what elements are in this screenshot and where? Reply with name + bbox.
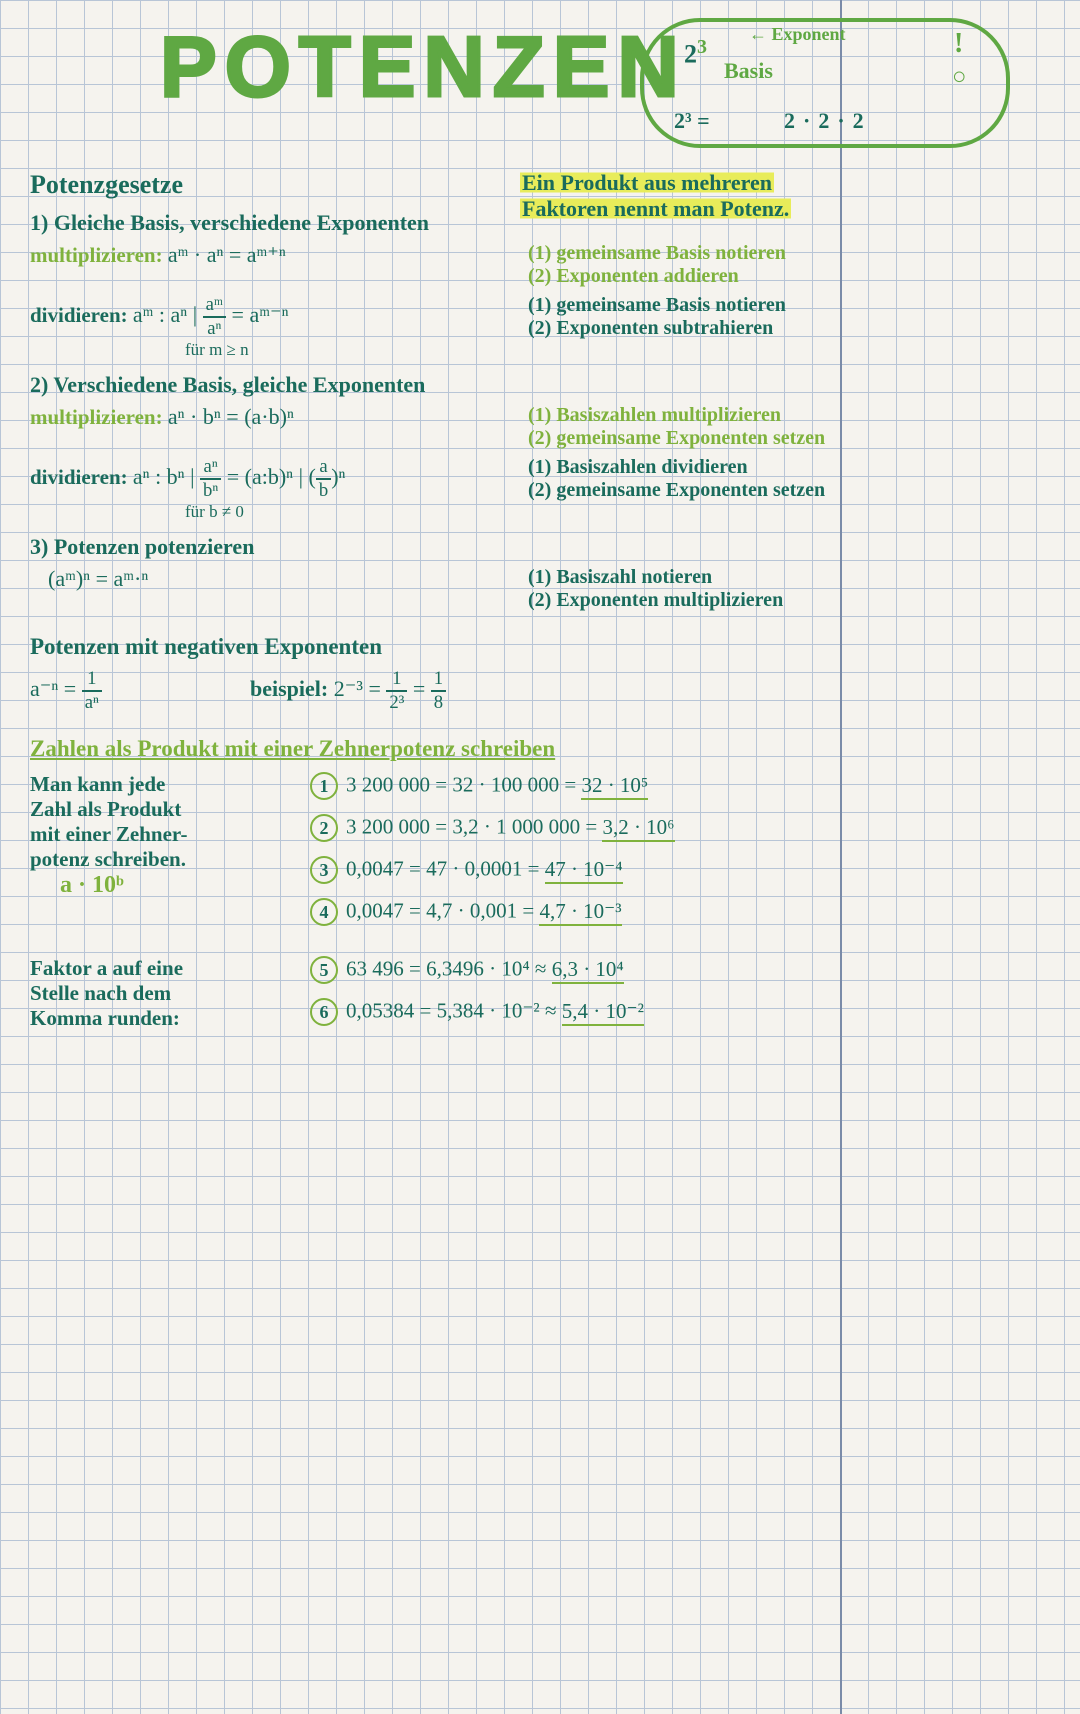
negative-header: Potenzen mit negativen Exponenten <box>30 634 1050 660</box>
circle-1-icon: 1 <box>310 772 338 800</box>
rule1-mult-label: multiplizieren: <box>30 243 163 267</box>
neg-example-label: beispiel: <box>250 676 328 701</box>
ex4-text: 0,0047 = 4,7 · 0,001 = 4,7 · 10⁻³ <box>346 899 622 926</box>
rule1-div-step1: (1) gemeinsame Basis notieren <box>528 294 1050 317</box>
rule2-div-cond: für b ≠ 0 <box>185 502 510 522</box>
rule2-mult-row: multiplizieren: aⁿ · bⁿ = (a·b)ⁿ (1) Bas… <box>30 404 1050 450</box>
ex1-text: 3 200 000 = 32 · 100 000 = 32 · 10⁵ <box>346 773 648 800</box>
expansion-left: 2³ = <box>674 108 710 134</box>
tens-ex2: Faktor a auf eine Stelle nach dem Komma … <box>30 956 1050 1031</box>
graph-paper: POTENZEN 23 ← Exponent Basis ! ○ 2³ = 2·… <box>0 0 1080 1714</box>
margin-line <box>840 0 842 1714</box>
circle-3-icon: 3 <box>310 856 338 884</box>
rule1-div-steps: (1) gemeinsame Basis notieren (2) Expone… <box>510 294 1050 340</box>
rule1-div-row: dividieren: aᵐ : aⁿ | aᵐaⁿ = aᵐ⁻ⁿ für m … <box>30 294 1050 360</box>
rule2-mult-steps: (1) Basiszahlen multiplizieren (2) gemei… <box>510 404 1050 450</box>
rule2-div-label: dividieren: <box>30 465 128 489</box>
basis-label: Basis <box>724 58 773 84</box>
tens-note1: Man kann jede Zahl als Produkt mit einer… <box>30 772 310 926</box>
rule1-div-label: dividieren: <box>30 303 128 327</box>
rule2-div-steps: (1) Basiszahlen dividieren (2) gemeinsam… <box>510 456 1050 502</box>
tens-ex1: Man kann jede Zahl als Produkt mit einer… <box>30 772 1050 926</box>
rule2-mult-formula: aⁿ · bⁿ = (a·b)ⁿ <box>168 404 294 429</box>
rule1-mult-step2: (2) Exponenten addieren <box>528 265 1050 288</box>
bang-icon: ! <box>954 28 963 60</box>
circle-icon: ○ <box>952 64 967 91</box>
definition-bubble: 23 ← Exponent Basis ! ○ 2³ = 2·2·2 <box>640 18 1010 148</box>
rule1-mult-formula: aᵐ · aⁿ = aᵐ⁺ⁿ <box>168 242 286 267</box>
rule3-formula: (aᵐ)ⁿ = aᵐ·ⁿ <box>48 566 148 591</box>
neg-formula-left: a⁻ⁿ = <box>30 676 76 701</box>
rule3-step1: (1) Basiszahl notieren <box>528 566 1050 589</box>
definition-line1: Ein Produkt aus mehreren <box>520 170 774 195</box>
rule2-div-step2: (2) gemeinsame Exponenten setzen <box>528 479 1050 502</box>
rule2-div-row: dividieren: aⁿ : bⁿ | aⁿbⁿ = (a:b)ⁿ | (a… <box>30 456 1050 522</box>
rule2-mult-label: multiplizieren: <box>30 405 163 429</box>
circle-2-icon: 2 <box>310 814 338 842</box>
ex3-text: 0,0047 = 47 · 0,0001 = 47 · 10⁻⁴ <box>346 857 623 884</box>
circle-5-icon: 5 <box>310 956 338 984</box>
bubble-base-example: 23 <box>684 36 707 70</box>
rule1-mult-steps: (1) gemeinsame Basis notieren (2) Expone… <box>510 242 1050 288</box>
rule1-div-formula: aᵐ : aⁿ | aᵐaⁿ = aᵐ⁻ⁿ <box>133 302 289 327</box>
negative-example: beispiel: 2⁻³ = 12³ = 18 <box>250 668 446 714</box>
tens-header: Zahlen als Produkt mit einer Zehnerpoten… <box>30 736 1050 762</box>
rule3-header: 3) Potenzen potenzieren <box>30 534 1050 560</box>
rule3-steps: (1) Basiszahl notieren (2) Exponenten mu… <box>510 566 1050 612</box>
tens-formula: a · 10ᵇ <box>60 872 310 899</box>
rule1-mult-row: multiplizieren: aᵐ · aⁿ = aᵐ⁺ⁿ (1) gemei… <box>30 242 1050 288</box>
rule2-mult-step2: (2) gemeinsame Exponenten setzen <box>528 427 1050 450</box>
ex5-text: 63 496 = 6,3496 · 10⁴ ≈ 6,3 · 10⁴ <box>346 957 624 984</box>
rule2-div-step1: (1) Basiszahlen dividieren <box>528 456 1050 479</box>
ex2-text: 3 200 000 = 3,2 · 1 000 000 = 3,2 · 10⁶ <box>346 815 675 842</box>
rule1-mult-step1: (1) gemeinsame Basis notieren <box>528 242 1050 265</box>
exponent-arrow-label: ← Exponent <box>749 24 846 45</box>
rule2-mult-step1: (1) Basiszahlen multiplizieren <box>528 404 1050 427</box>
circle-4-icon: 4 <box>310 898 338 926</box>
negative-row: a⁻ⁿ = 1aⁿ beispiel: 2⁻³ = 12³ = 18 <box>30 668 1050 714</box>
rule1-div-cond: für m ≥ n <box>185 340 510 360</box>
rule3-step2: (2) Exponenten multiplizieren <box>528 589 1050 612</box>
ex6-text: 0,05384 = 5,384 · 10⁻² ≈ 5,4 · 10⁻² <box>346 999 644 1026</box>
definition-line2: Faktoren nennt man Potenz. <box>520 196 791 221</box>
definition-box: Ein Produkt aus mehreren Faktoren nennt … <box>520 170 1020 222</box>
rule1-div-step2: (2) Exponenten subtrahieren <box>528 317 1050 340</box>
expansion-right: 2·2·2 <box>784 108 872 134</box>
tens-note2: Faktor a auf eine Stelle nach dem Komma … <box>30 956 310 1031</box>
rule2-div-formula: aⁿ : bⁿ | aⁿbⁿ = (a:b)ⁿ | (ab)ⁿ <box>133 464 346 489</box>
rule2-header: 2) Verschiedene Basis, gleiche Exponente… <box>30 372 1050 398</box>
circle-6-icon: 6 <box>310 998 338 1026</box>
rule3-row: (aᵐ)ⁿ = aᵐ·ⁿ (1) Basiszahl notieren (2) … <box>30 566 1050 612</box>
